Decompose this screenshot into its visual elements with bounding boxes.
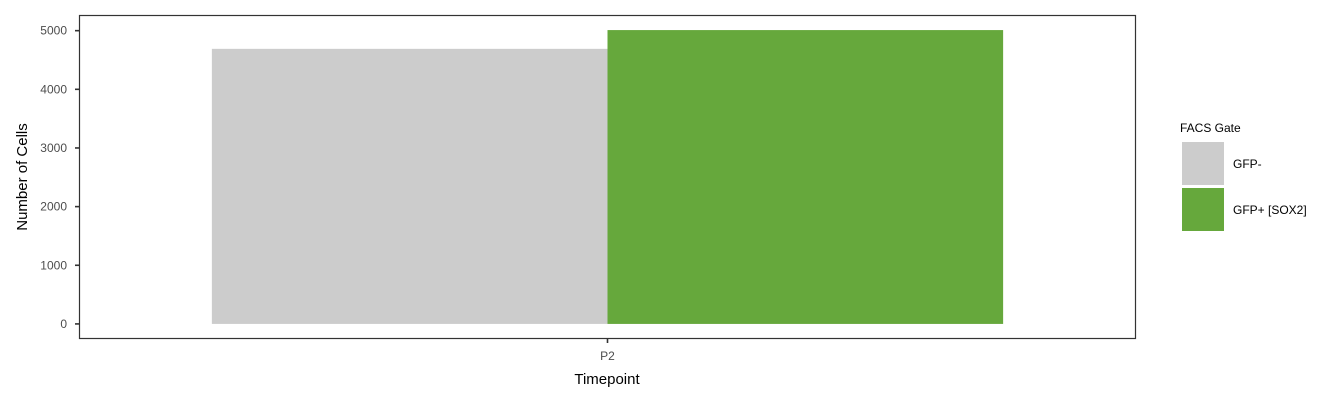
- legend-key-swatch: [1182, 188, 1224, 231]
- y-tick-label: 1000: [40, 258, 67, 272]
- y-tick-label: 3000: [40, 141, 67, 155]
- x-tick-label: P2: [600, 349, 615, 363]
- bar-gfp-sox2-p2: [607, 30, 1004, 324]
- legend-title: FACS Gate: [1180, 121, 1241, 135]
- bars-group: [211, 30, 1004, 324]
- y-axis-title: Number of Cells: [14, 123, 31, 231]
- x-axis-title: Timepoint: [574, 371, 640, 388]
- legend: FACS Gate GFP- GFP+ [SOX2]: [1180, 121, 1307, 231]
- legend-label: GFP-: [1233, 157, 1262, 171]
- y-tick-label: 0: [60, 317, 67, 331]
- x-axis: P2: [600, 338, 615, 363]
- y-tick-label: 5000: [40, 24, 67, 38]
- legend-key-swatch: [1182, 142, 1224, 185]
- y-tick-label: 4000: [40, 82, 67, 96]
- legend-label: GFP+ [SOX2]: [1233, 203, 1307, 217]
- bar-gfp-p2: [211, 48, 608, 324]
- y-axis: 0 1000 2000 3000 4000 5000: [40, 24, 80, 331]
- y-tick-label: 2000: [40, 200, 67, 214]
